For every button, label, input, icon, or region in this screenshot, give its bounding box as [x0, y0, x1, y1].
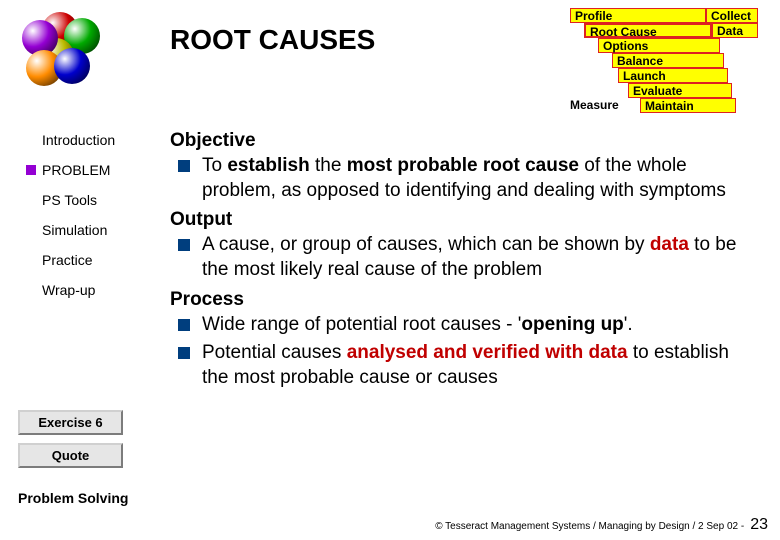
- stair-step-root-cause: Root Cause: [584, 23, 712, 38]
- button-exercise-6[interactable]: Exercise 6: [18, 410, 123, 435]
- stair-step-options: Options: [598, 38, 720, 53]
- bullet-row: To establish the most probable root caus…: [170, 154, 760, 203]
- bullet-row: A cause, or group of causes, which can b…: [170, 233, 760, 282]
- nav-label: PS Tools: [42, 192, 97, 208]
- bullet-text: Wide range of potential root causes - 'o…: [202, 313, 633, 338]
- section-heading: Process: [170, 289, 760, 311]
- nav-label: Simulation: [42, 222, 107, 238]
- stair-step-balance: Balance: [612, 53, 724, 68]
- bullet-text: A cause, or group of causes, which can b…: [202, 233, 760, 282]
- page-number: 23: [750, 516, 768, 534]
- bottom-label: Problem Solving: [18, 490, 128, 506]
- logo: [22, 10, 102, 90]
- slide-title: ROOT CAUSES: [170, 24, 375, 56]
- nav-label: Introduction: [42, 132, 115, 148]
- nav-label: Practice: [42, 252, 93, 268]
- section-heading: Objective: [170, 130, 760, 152]
- stair-step-profile: Profile: [570, 8, 706, 23]
- nav-item-simulation[interactable]: Simulation: [0, 215, 140, 245]
- nav-item-ps-tools[interactable]: PS Tools: [0, 185, 140, 215]
- problem-staircase: CollectData ProfileRoot CauseOptionsBalan…: [570, 8, 760, 128]
- footer-text: © Tesseract Management Systems / Managin…: [435, 521, 744, 532]
- stair-measure-label: Measure: [570, 98, 619, 112]
- nav-item-practice[interactable]: Practice: [0, 245, 140, 275]
- nav-label: Wrap-up: [42, 282, 95, 298]
- section-heading: Output: [170, 209, 760, 231]
- stair-step-data: Data: [712, 23, 758, 38]
- sidebar-nav: Introduction PROBLEM PS Tools Simulation Pra…: [0, 125, 140, 305]
- stair-step-launch: Launch: [618, 68, 728, 83]
- bullet-text: Potential causes analysed and verified w…: [202, 341, 760, 390]
- nav-label: PROBLEM: [42, 162, 110, 178]
- stair-step-collect: Collect: [706, 8, 758, 23]
- stair-step-maintain: Maintain: [640, 98, 736, 113]
- bullet-icon: [178, 347, 190, 359]
- footer: © Tesseract Management Systems / Managin…: [435, 516, 768, 534]
- stair-step-evaluate: Evaluate: [628, 83, 732, 98]
- logo-sphere: [54, 48, 90, 84]
- nav-cube-icon: [26, 165, 36, 175]
- bullet-icon: [178, 319, 190, 331]
- bullet-text: To establish the most probable root caus…: [202, 154, 760, 203]
- nav-item-wrap-up[interactable]: Wrap-up: [0, 275, 140, 305]
- bullet-row: Potential causes analysed and verified w…: [170, 341, 760, 390]
- bullet-icon: [178, 239, 190, 251]
- bullet-row: Wide range of potential root causes - 'o…: [170, 313, 760, 338]
- bullet-icon: [178, 160, 190, 172]
- button-quote[interactable]: Quote: [18, 443, 123, 468]
- nav-item-problem[interactable]: PROBLEM: [0, 155, 140, 185]
- nav-item-introduction[interactable]: Introduction: [0, 125, 140, 155]
- exercise-buttons: Exercise 6 Quote: [18, 410, 123, 476]
- content: ObjectiveTo establish the most probable …: [170, 124, 760, 395]
